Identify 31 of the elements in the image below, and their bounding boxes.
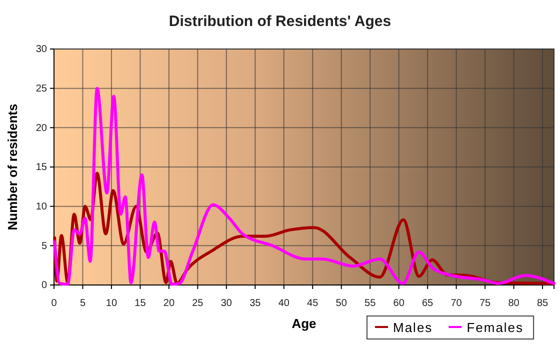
x-tick-label: 65 <box>422 298 434 309</box>
x-tick-label: 70 <box>450 298 462 309</box>
legend-label: Males <box>393 320 433 335</box>
line-series <box>53 86 556 286</box>
x-tick-label: 80 <box>508 298 520 309</box>
x-tick-label: 75 <box>479 298 492 309</box>
x-tick-label: 35 <box>250 298 262 309</box>
x-axis-title: Age <box>292 316 316 331</box>
y-axis-title: Number of residents <box>5 104 20 230</box>
x-tick-label: 30 <box>220 298 232 309</box>
x-tick-label: 0 <box>51 298 58 309</box>
y-tick-label: 10 <box>36 202 48 213</box>
x-tick-label: 5 <box>80 298 86 309</box>
x-tick-label: 50 <box>336 298 348 309</box>
chart-title: Distribution of Residents' Ages <box>168 13 392 30</box>
x-tick-label: 55 <box>364 298 376 309</box>
y-tick-label: 20 <box>36 122 48 134</box>
legend-label: Females <box>466 320 524 335</box>
y-tick-label: 25 <box>36 84 48 95</box>
x-tick-label: 45 <box>307 298 319 309</box>
y-tick-label: 0 <box>41 280 48 292</box>
x-tick-label: 15 <box>134 298 146 309</box>
x-tick-label: 25 <box>192 298 204 309</box>
y-tick-label: 15 <box>36 162 48 174</box>
x-tick-label: 60 <box>393 298 405 309</box>
x-tick-label: 20 <box>163 298 175 309</box>
x-tick-label: 10 <box>106 298 118 309</box>
x-tick-label: 40 <box>278 298 290 309</box>
y-tick-label: 30 <box>36 44 48 56</box>
x-tick-label: 85 <box>536 298 549 309</box>
y-tick-label: 5 <box>41 240 48 252</box>
